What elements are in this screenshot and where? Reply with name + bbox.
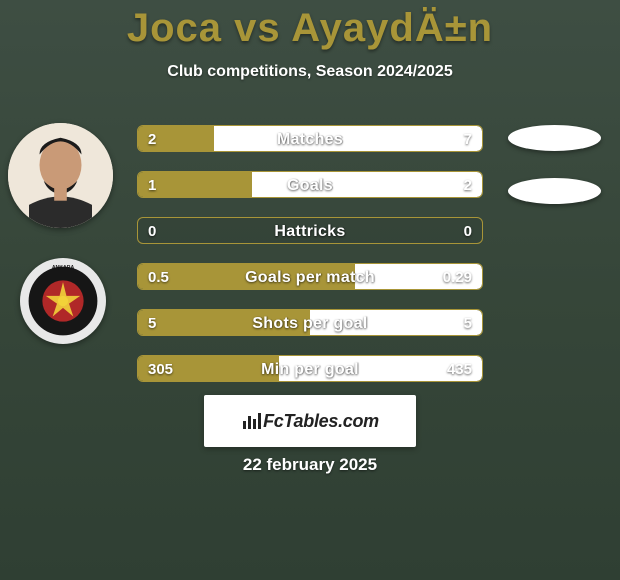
stat-label: Goals per match — [138, 264, 482, 289]
stat-label: Shots per goal — [138, 310, 482, 335]
fctables-link[interactable]: FcTables.com — [204, 395, 416, 447]
stat-row: 1 2 Goals — [137, 171, 483, 198]
stat-row: 0.5 0.29 Goals per match — [137, 263, 483, 290]
club-left-badge: ANKARA — [20, 258, 106, 344]
fctables-logo-text: FcTables.com — [263, 411, 379, 432]
stat-label: Matches — [138, 126, 482, 151]
club-badge-icon: ANKARA — [20, 258, 106, 344]
person-icon — [8, 123, 113, 228]
player-right-avatar — [508, 125, 601, 151]
stat-label: Goals — [138, 172, 482, 197]
date-text: 22 february 2025 — [0, 455, 620, 475]
stat-label: Min per goal — [138, 356, 482, 381]
stat-row: 2 7 Matches — [137, 125, 483, 152]
player-left-avatar — [8, 123, 113, 228]
stats-container: 2 7 Matches 1 2 Goals 0 0 Hattricks 0.5 … — [137, 125, 483, 401]
svg-text:ANKARA: ANKARA — [52, 265, 75, 271]
stat-row: 305 435 Min per goal — [137, 355, 483, 382]
stat-row: 0 0 Hattricks — [137, 217, 483, 244]
page-title: Joca vs AyaydÄ±n — [0, 0, 620, 51]
club-right-badge — [508, 178, 601, 204]
fctables-logo-icon — [241, 411, 263, 431]
page-subtitle: Club competitions, Season 2024/2025 — [0, 63, 620, 81]
stat-label: Hattricks — [138, 218, 482, 243]
stat-row: 5 5 Shots per goal — [137, 309, 483, 336]
